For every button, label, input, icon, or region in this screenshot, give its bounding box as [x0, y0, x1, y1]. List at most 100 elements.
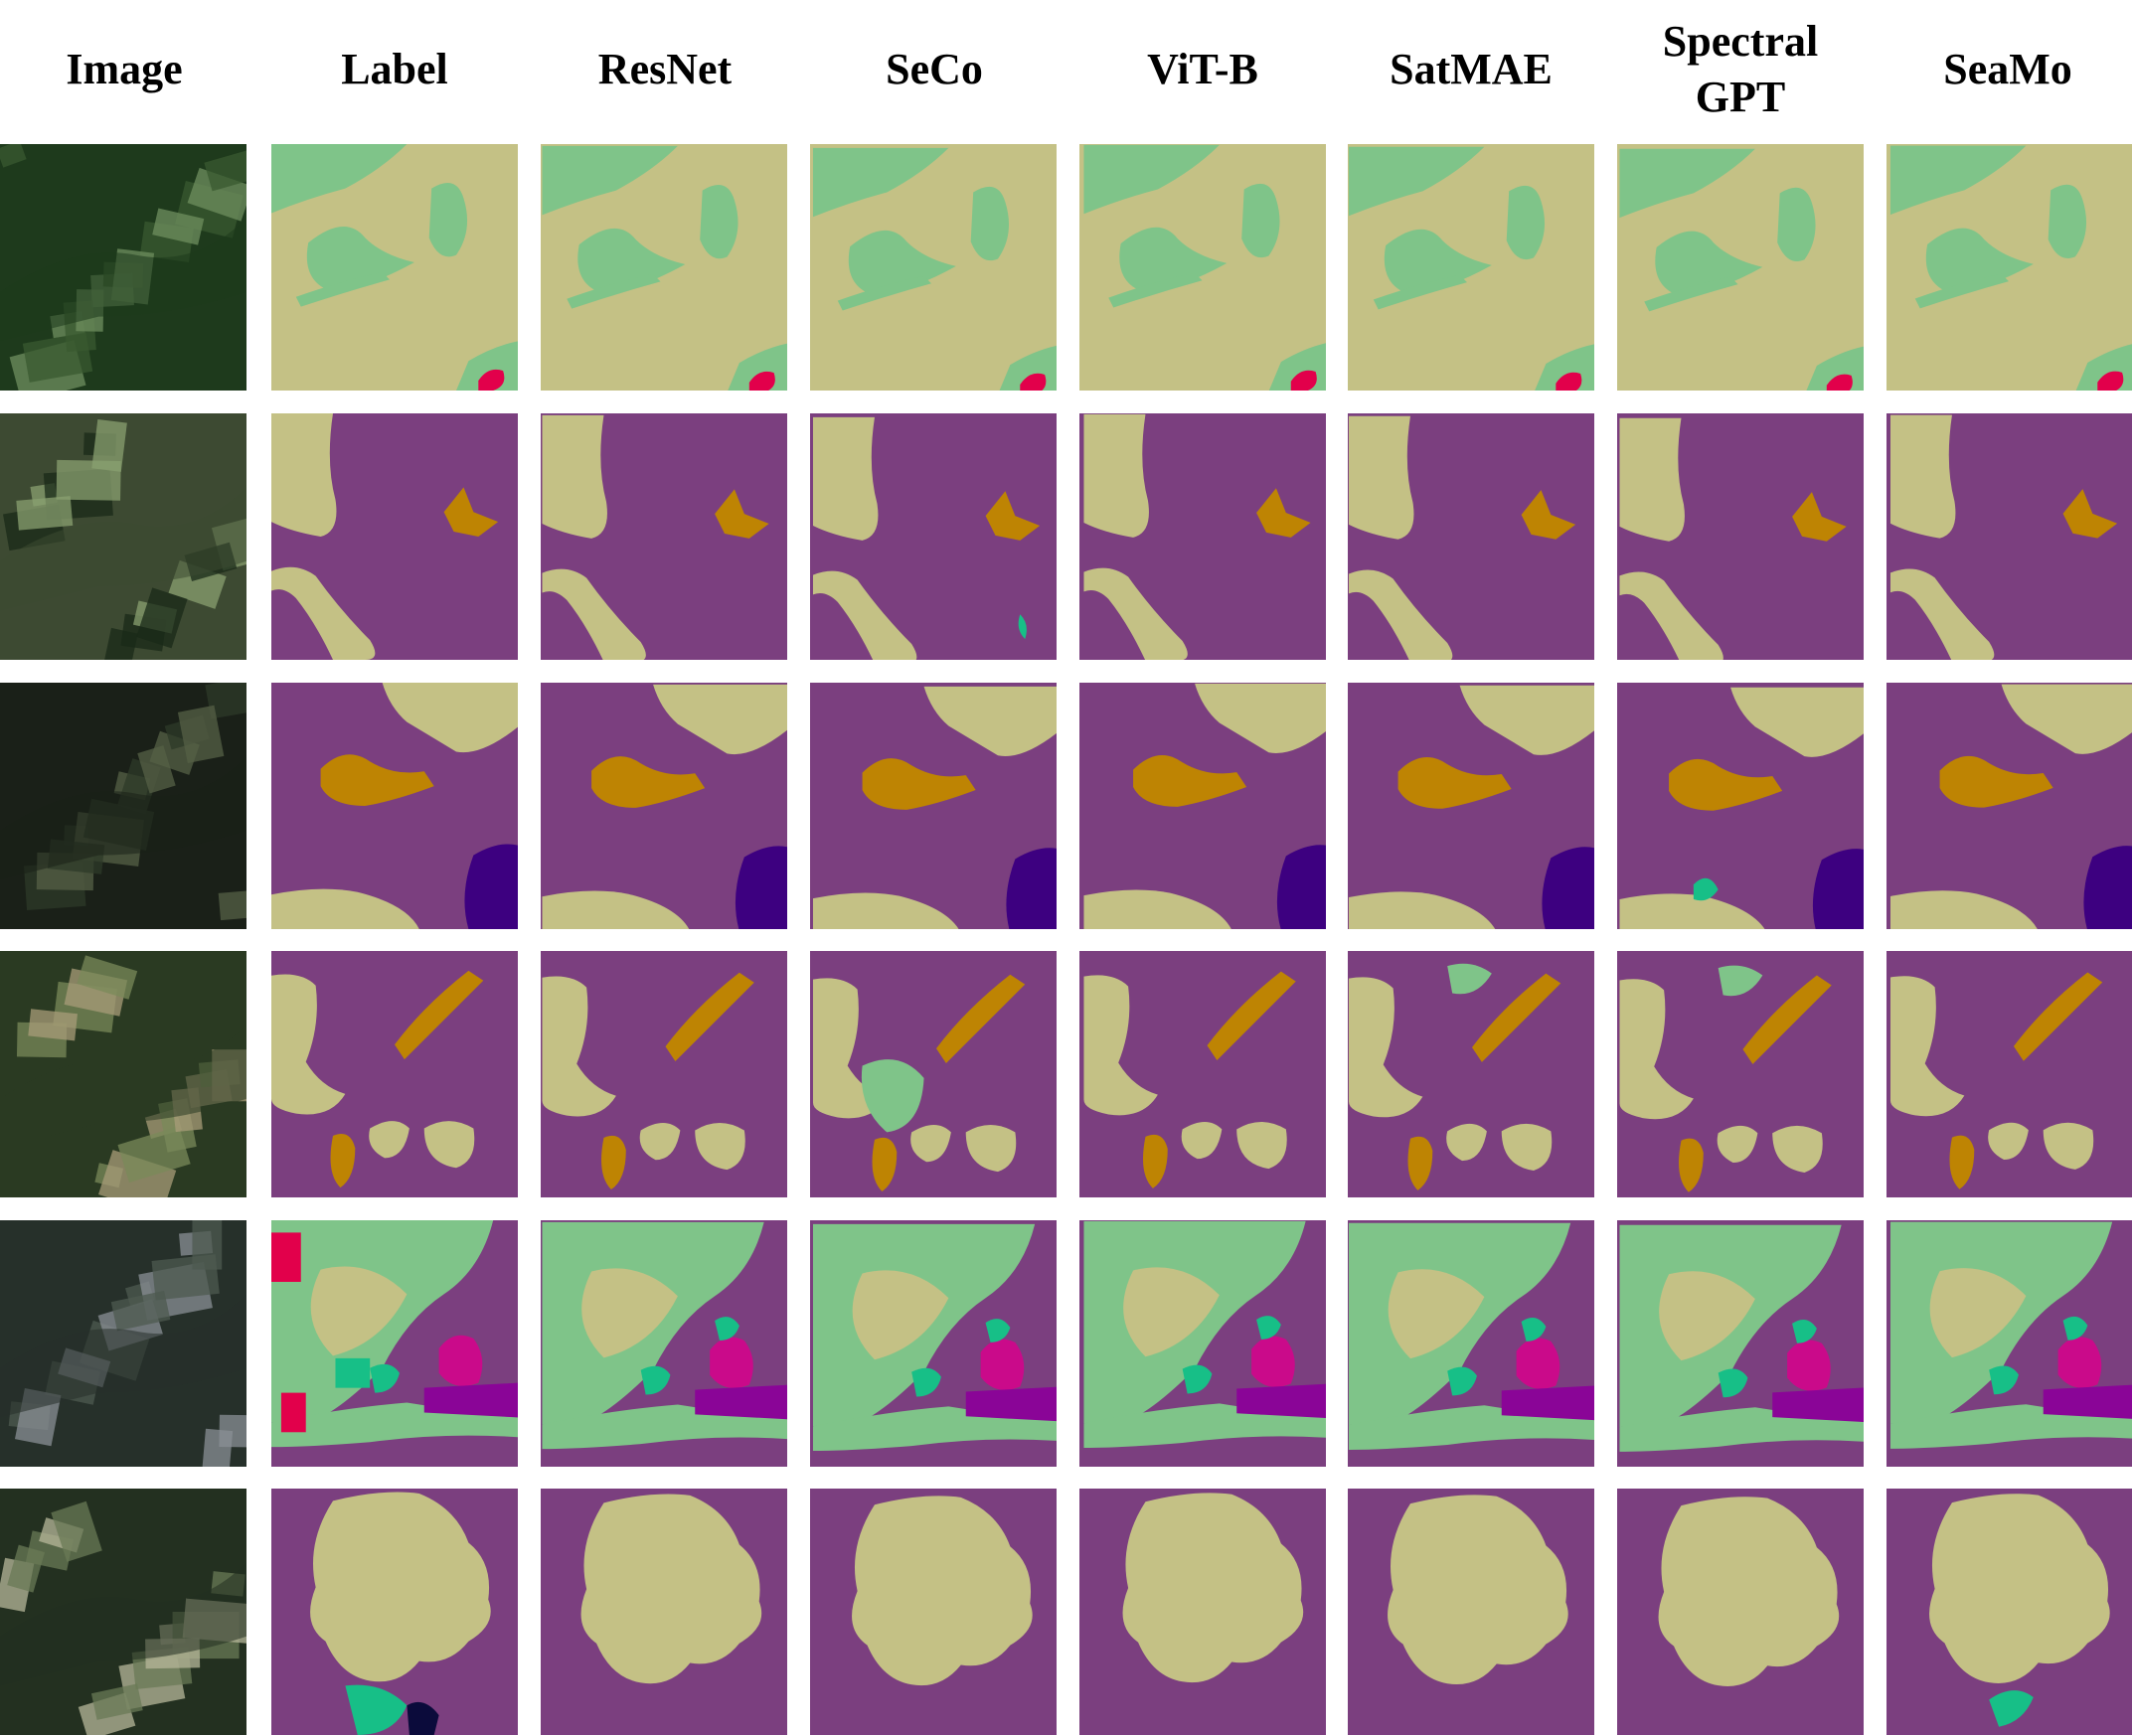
column-header-spectralgpt: Spectral GPT	[1662, 17, 1819, 121]
column-header-label: Label	[341, 45, 448, 93]
tile-canvas	[271, 1220, 518, 1467]
segmentation-tile-row-6-vitb	[1079, 1489, 1326, 1735]
tile-canvas	[1617, 413, 1864, 660]
tile-canvas	[1348, 951, 1594, 1197]
segmentation-tile-row-1-label	[271, 144, 518, 391]
segmentation-tile-row-4-satmae	[1348, 951, 1594, 1197]
tile-canvas	[1617, 1489, 1864, 1735]
segmentation-tile-row-3-spectralgpt	[1617, 683, 1864, 929]
column-header-seamo: SeaMo	[1943, 45, 2072, 93]
tile-canvas	[1079, 1220, 1326, 1467]
segmentation-tile-row-5-resnet	[541, 1220, 787, 1467]
image-tile-row-6-image	[0, 1489, 246, 1735]
tile-canvas	[0, 413, 246, 660]
tile-canvas	[1617, 1220, 1864, 1467]
segmentation-tile-row-3-label	[271, 683, 518, 929]
tile-canvas	[1079, 1489, 1326, 1735]
segmentation-tile-row-1-resnet	[541, 144, 787, 391]
segmentation-tile-row-4-seco	[810, 951, 1057, 1197]
tile-canvas	[271, 1489, 518, 1735]
segmentation-tile-row-1-vitb	[1079, 144, 1326, 391]
segmentation-tile-row-5-label	[271, 1220, 518, 1467]
segmentation-tile-row-4-label	[271, 951, 518, 1197]
tile-canvas	[271, 951, 518, 1197]
segmentation-tile-row-2-satmae	[1348, 413, 1594, 660]
tile-canvas	[541, 683, 787, 929]
tile-canvas	[1348, 683, 1594, 929]
tile-canvas	[1079, 144, 1326, 391]
tile-canvas	[541, 1489, 787, 1735]
image-tile-row-2-image	[0, 413, 246, 660]
segmentation-tile-row-1-seamo	[1886, 144, 2132, 391]
tile-canvas	[1348, 1220, 1594, 1467]
tile-canvas	[0, 683, 246, 929]
image-tile-row-3-image	[0, 683, 246, 929]
segmentation-tile-row-2-label	[271, 413, 518, 660]
tile-canvas	[810, 683, 1057, 929]
segmentation-tile-row-5-seamo	[1886, 1220, 2132, 1467]
image-tile-row-4-image	[0, 951, 246, 1197]
column-header-resnet: ResNet	[597, 45, 733, 93]
tile-canvas	[271, 413, 518, 660]
tile-canvas	[810, 413, 1057, 660]
tile-canvas	[1617, 683, 1864, 929]
segmentation-tile-row-5-vitb	[1079, 1220, 1326, 1467]
column-header-satmae: SatMAE	[1390, 45, 1553, 93]
segmentation-tile-row-3-satmae	[1348, 683, 1594, 929]
tile-canvas	[0, 1220, 246, 1467]
segmentation-tile-row-4-vitb	[1079, 951, 1326, 1197]
tile-canvas	[810, 1489, 1057, 1735]
segmentation-tile-row-5-seco	[810, 1220, 1057, 1467]
tile-canvas	[1886, 1220, 2132, 1467]
segmentation-tile-row-6-label	[271, 1489, 518, 1735]
tile-canvas	[1886, 951, 2132, 1197]
column-header-seco: SeCo	[886, 45, 983, 93]
tile-canvas	[541, 1220, 787, 1467]
segmentation-tile-row-6-satmae	[1348, 1489, 1594, 1735]
tile-canvas	[810, 144, 1057, 391]
tile-canvas	[541, 413, 787, 660]
segmentation-tile-row-6-spectralgpt	[1617, 1489, 1864, 1735]
segmentation-tile-row-2-seamo	[1886, 413, 2132, 660]
column-header-image: Image	[66, 45, 183, 93]
tile-canvas	[1886, 683, 2132, 929]
tile-canvas	[810, 1220, 1057, 1467]
segmentation-tile-row-4-resnet	[541, 951, 787, 1197]
segmentation-tile-row-2-resnet	[541, 413, 787, 660]
segmentation-tile-row-1-spectralgpt	[1617, 144, 1864, 391]
tile-canvas	[541, 951, 787, 1197]
tile-canvas	[271, 144, 518, 391]
tile-canvas	[1617, 951, 1864, 1197]
segmentation-tile-row-1-satmae	[1348, 144, 1594, 391]
segmentation-tile-row-6-seamo	[1886, 1489, 2132, 1735]
tile-canvas	[541, 144, 787, 391]
tile-canvas	[1348, 144, 1594, 391]
segmentation-tile-row-2-vitb	[1079, 413, 1326, 660]
segmentation-tile-row-2-spectralgpt	[1617, 413, 1864, 660]
tile-canvas	[1348, 413, 1594, 660]
tile-canvas	[1348, 1489, 1594, 1735]
tile-canvas	[0, 951, 246, 1197]
segmentation-tile-row-3-resnet	[541, 683, 787, 929]
tile-canvas	[1886, 144, 2132, 391]
tile-canvas	[1079, 683, 1326, 929]
tile-canvas	[0, 144, 246, 391]
tile-canvas	[0, 1489, 246, 1735]
tile-canvas	[810, 951, 1057, 1197]
segmentation-tile-row-6-resnet	[541, 1489, 787, 1735]
segmentation-tile-row-4-seamo	[1886, 951, 2132, 1197]
segmentation-tile-row-5-satmae	[1348, 1220, 1594, 1467]
segmentation-tile-row-5-spectralgpt	[1617, 1220, 1864, 1467]
segmentation-tile-row-3-vitb	[1079, 683, 1326, 929]
segmentation-tile-row-1-seco	[810, 144, 1057, 391]
tile-canvas	[1079, 951, 1326, 1197]
tile-canvas	[1886, 413, 2132, 660]
segmentation-tile-row-3-seamo	[1886, 683, 2132, 929]
tile-canvas	[271, 683, 518, 929]
segmentation-tile-row-4-spectralgpt	[1617, 951, 1864, 1197]
segmentation-tile-row-3-seco	[810, 683, 1057, 929]
image-tile-row-1-image	[0, 144, 246, 391]
segmentation-tile-row-2-seco	[810, 413, 1057, 660]
column-header-vitb: ViT-B	[1147, 45, 1258, 93]
